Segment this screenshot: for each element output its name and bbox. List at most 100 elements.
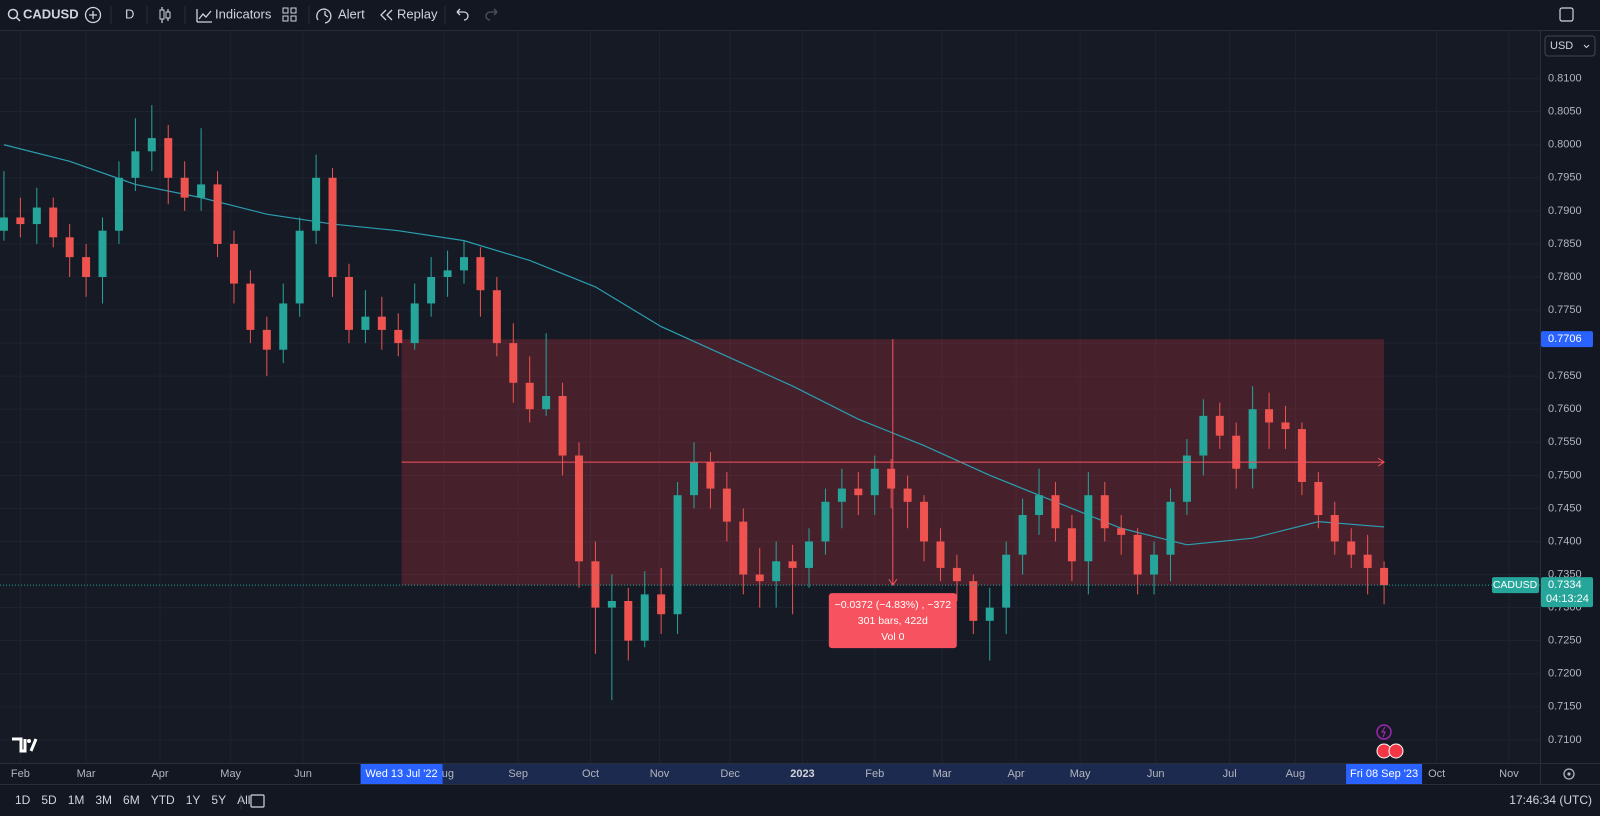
candle-body: [229, 243, 238, 284]
range-buttons: 1D 5D 1M 3M 6M YTD 1Y 5Y All: [15, 793, 250, 807]
x-tick-label: Jul: [1223, 768, 1237, 780]
measure-tooltip: [828, 593, 957, 649]
x-tick-label: Nov: [650, 768, 670, 780]
range-button[interactable]: 3M: [95, 793, 112, 807]
candle-body: [1133, 534, 1142, 575]
candle-body: [1018, 515, 1027, 555]
time-range-label-bg: [360, 764, 443, 784]
fullscreen-button[interactable]: [1559, 7, 1574, 22]
price-axis-bg: [1540, 31, 1600, 784]
candle-body: [1002, 554, 1011, 608]
candle-body: [607, 600, 616, 608]
candle-body: [1067, 528, 1076, 562]
chart-type-button[interactable]: [159, 7, 171, 23]
candle-body: [1215, 415, 1224, 436]
candle-body: [936, 541, 945, 568]
x-tick-label: Jun: [1147, 768, 1165, 780]
measure-text: −0.0372 (−4.83%) , −372: [835, 599, 952, 611]
range-button[interactable]: All: [237, 793, 250, 807]
currency-select[interactable]: USD: [1544, 35, 1596, 57]
candle-body: [443, 270, 452, 277]
toolbar-bg: [0, 0, 1600, 30]
y-tick-label: 0.7750: [1548, 304, 1582, 316]
y-tick-label: 0.7650: [1548, 370, 1582, 382]
candle-body: [1182, 455, 1191, 502]
logo-shape: [29, 738, 38, 752]
candle-body: [328, 177, 337, 277]
flag-icon[interactable]: [1388, 743, 1404, 759]
settings-button[interactable]: [1563, 768, 1575, 780]
clock: 17:46:34 (UTC): [1509, 793, 1592, 807]
candle-body: [312, 177, 321, 231]
candle-body: [821, 501, 830, 542]
range-button[interactable]: 1D: [15, 793, 31, 807]
y-tick-label: 0.7500: [1548, 469, 1582, 481]
symbol-search[interactable]: CADUSD: [7, 6, 79, 22]
overlays: 0.71000.71500.72000.72500.73000.73500.74…: [0, 73, 1593, 784]
x-tick-label: May: [1070, 768, 1091, 780]
x-tick-label: Jun: [294, 768, 312, 780]
y-tick-label: 0.7950: [1548, 172, 1582, 184]
candle-body: [624, 600, 633, 641]
layouts-button[interactable]: [282, 7, 297, 22]
time-range-label: Wed 13 Jul '22: [365, 768, 437, 780]
candle-body: [509, 343, 518, 383]
range-button[interactable]: 1Y: [186, 793, 201, 807]
candle-body: [525, 382, 534, 410]
x-tick-label: 2023: [790, 768, 814, 780]
candle-body: [344, 276, 353, 330]
x-tick-label: Mar: [933, 768, 952, 780]
candle-body: [542, 396, 551, 410]
range-button[interactable]: 6M: [123, 793, 140, 807]
range-button[interactable]: 1M: [68, 793, 85, 807]
candle-body: [394, 329, 403, 344]
candle-body: [180, 177, 189, 198]
candle-body: [805, 541, 814, 568]
candle-body: [772, 561, 781, 582]
candle-body: [952, 567, 961, 582]
undo-button[interactable]: [456, 8, 469, 21]
candle-body: [1084, 495, 1093, 562]
candle-body: [1314, 481, 1323, 516]
candles: [0, 105, 1389, 701]
candle-body: [82, 257, 91, 277]
range-button[interactable]: 5D: [41, 793, 57, 807]
candle-body: [722, 488, 731, 522]
range-button[interactable]: YTD: [151, 793, 175, 807]
candle-body: [1199, 415, 1208, 456]
candle-body: [690, 462, 699, 496]
candle-body: [1297, 429, 1306, 482]
candle-body: [410, 303, 419, 344]
candle-body: [1166, 501, 1175, 555]
countdown: 04:13:24: [1546, 593, 1589, 605]
grid-icon: [282, 7, 289, 14]
search-icon: [7, 8, 19, 20]
symbol[interactable]: CADUSD: [23, 6, 79, 21]
redo-button[interactable]: [485, 8, 498, 21]
date-range-button[interactable]: [250, 794, 265, 808]
alert-button[interactable]: Alert: [338, 6, 365, 21]
replay-button[interactable]: Replay: [397, 6, 438, 21]
range-button[interactable]: 5Y: [211, 793, 226, 807]
candle-body: [854, 488, 863, 496]
candle-body: [197, 184, 206, 198]
y-tick-label: 0.7900: [1548, 205, 1582, 217]
candle-body: [147, 138, 156, 152]
candle-body: [558, 396, 567, 456]
y-tick-label: 0.7400: [1548, 535, 1582, 547]
logo-shape: [12, 737, 27, 753]
event-icon[interactable]: [1376, 724, 1392, 740]
compare-button[interactable]: [84, 6, 102, 24]
grid-icon: [290, 15, 297, 22]
currency-box: [1544, 35, 1596, 57]
candle-body: [837, 488, 846, 502]
y-tick-label: 0.8050: [1548, 106, 1582, 118]
interval[interactable]: D: [125, 6, 134, 21]
candle-body: [969, 581, 978, 621]
measure-text: 301 bars, 422d: [858, 615, 928, 627]
candle-body: [213, 184, 222, 244]
currency[interactable]: USD: [1550, 40, 1573, 52]
indicators-button[interactable]: Indicators: [215, 6, 272, 21]
last-price: 0.7334: [1548, 579, 1582, 591]
